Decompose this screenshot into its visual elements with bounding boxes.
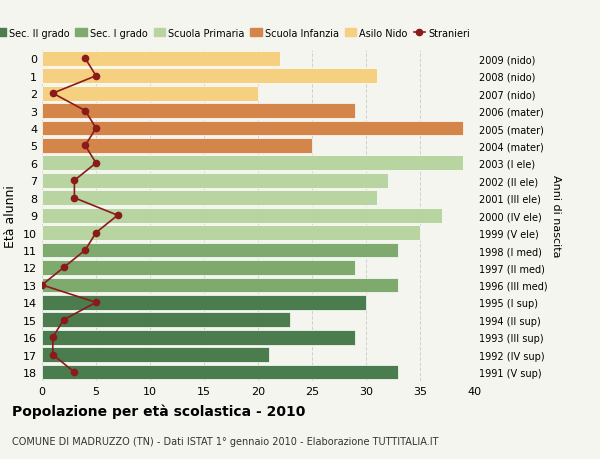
Bar	[42, 295, 366, 310]
Bar	[42, 330, 355, 345]
Bar	[42, 347, 269, 362]
Bar	[42, 261, 355, 275]
Bar	[42, 69, 377, 84]
Legend: Sec. II grado, Sec. I grado, Scuola Primaria, Scuola Infanzia, Asilo Nido, Stran: Sec. II grado, Sec. I grado, Scuola Prim…	[0, 25, 474, 42]
Bar	[42, 156, 463, 171]
Bar	[42, 52, 280, 67]
Bar	[42, 226, 420, 241]
Bar	[42, 208, 442, 223]
Bar	[42, 191, 377, 206]
Bar	[42, 87, 258, 101]
Y-axis label: Anni di nascita: Anni di nascita	[551, 174, 562, 257]
Bar	[42, 174, 388, 188]
Bar	[42, 243, 398, 258]
Text: Popolazione per età scolastica - 2010: Popolazione per età scolastica - 2010	[12, 404, 305, 419]
Bar	[42, 121, 463, 136]
Y-axis label: Età alunni: Età alunni	[4, 185, 17, 247]
Bar	[42, 139, 312, 154]
Bar	[42, 313, 290, 327]
Text: COMUNE DI MADRUZZO (TN) - Dati ISTAT 1° gennaio 2010 - Elaborazione TUTTITALIA.I: COMUNE DI MADRUZZO (TN) - Dati ISTAT 1° …	[12, 436, 439, 446]
Bar	[42, 365, 398, 380]
Bar	[42, 278, 398, 293]
Bar	[42, 104, 355, 119]
